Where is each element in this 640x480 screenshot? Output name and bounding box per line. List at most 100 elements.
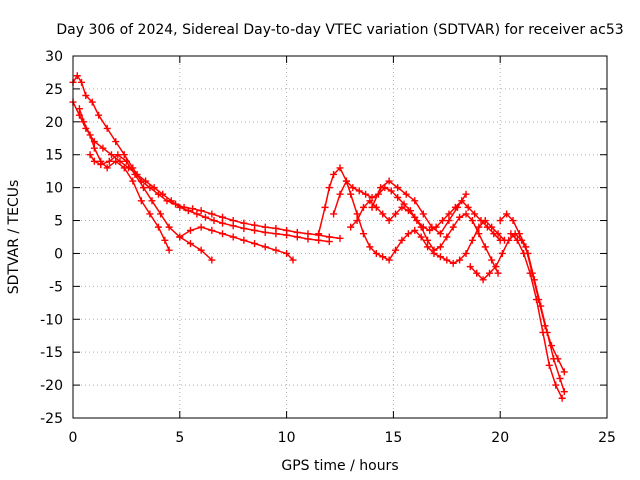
data-point [251, 240, 259, 248]
data-point [154, 223, 162, 231]
data-point [556, 375, 564, 383]
data-point [208, 256, 216, 264]
data-point [475, 223, 483, 231]
data-point [411, 226, 419, 234]
data-point [197, 207, 205, 215]
x-tick-label: 25 [598, 430, 616, 446]
data-point [165, 246, 173, 254]
data-point [330, 170, 338, 178]
data-point [315, 230, 323, 238]
data-point [522, 243, 530, 251]
data-point [507, 230, 515, 238]
data-point [293, 233, 301, 241]
data-point [157, 210, 165, 218]
data-point [197, 223, 205, 231]
data-point [88, 98, 96, 106]
data-point [186, 226, 194, 234]
data-point [75, 105, 83, 113]
data-point [430, 246, 438, 254]
data-point [533, 296, 541, 304]
data-point [272, 246, 280, 254]
data-point [436, 253, 444, 261]
data-point [86, 151, 94, 159]
data-point [503, 210, 511, 218]
data-point [554, 355, 562, 363]
data-point [229, 222, 237, 230]
data-point [176, 203, 184, 211]
y-tick-label: -15 [40, 345, 63, 361]
data-point [490, 230, 498, 238]
data-point [475, 230, 483, 238]
data-point [165, 223, 173, 231]
data-point [453, 203, 461, 211]
data-point [385, 256, 393, 264]
data-point [304, 235, 312, 243]
data-point [99, 144, 107, 152]
data-point [392, 210, 400, 218]
data-point [240, 236, 248, 244]
data-point [424, 243, 432, 251]
data-point [355, 187, 363, 195]
data-point [201, 213, 209, 221]
data-point [359, 203, 367, 211]
data-point [321, 203, 329, 211]
data-point [377, 184, 385, 192]
data-point [545, 361, 553, 369]
data-point [404, 207, 412, 215]
data-point [186, 240, 194, 248]
data-point [315, 236, 323, 244]
y-tick-label: 10 [45, 181, 63, 197]
data-point [394, 194, 402, 202]
y-tick-label: -25 [40, 411, 63, 427]
data-point [402, 190, 410, 198]
data-point [103, 124, 111, 132]
data-point [464, 203, 472, 211]
data-point [283, 231, 291, 239]
x-tick-label: 20 [491, 430, 509, 446]
data-point [520, 249, 528, 257]
data-point [150, 184, 158, 192]
data-point [486, 269, 494, 277]
data-point [462, 249, 470, 257]
x-axis-title: GPS time / hours [281, 458, 398, 474]
data-point [148, 197, 156, 205]
data-point [428, 223, 436, 231]
data-point [347, 190, 355, 198]
y-tick-label: -20 [40, 378, 63, 394]
data-point [336, 234, 344, 242]
plot-area [69, 72, 568, 402]
data-point [417, 223, 425, 231]
data-point [347, 223, 355, 231]
y-tick-label: 0 [54, 246, 63, 262]
data-point [492, 263, 500, 271]
data-point [411, 213, 419, 221]
y-tick-label: 30 [45, 49, 63, 65]
data-point [336, 164, 344, 172]
data-point [471, 210, 479, 218]
data-point [468, 236, 476, 244]
data-point [498, 249, 506, 257]
data-point [479, 276, 487, 284]
data-point [105, 157, 113, 165]
data-point [90, 157, 98, 165]
data-point [419, 210, 427, 218]
data-point [443, 256, 451, 264]
data-point [114, 151, 122, 159]
data-point [494, 269, 502, 277]
data-point [261, 243, 269, 251]
y-tick-label: 5 [54, 214, 63, 230]
data-point [392, 246, 400, 254]
y-tick-label: 20 [45, 115, 63, 131]
data-point [336, 190, 344, 198]
data-point [439, 217, 447, 225]
x-tick-label: 10 [278, 430, 296, 446]
data-point [219, 219, 227, 227]
data-point [82, 91, 90, 99]
data-point [466, 263, 474, 271]
x-tick-label: 0 [69, 430, 78, 446]
data-point [541, 322, 549, 330]
data-point [404, 230, 412, 238]
data-point [473, 269, 481, 277]
series-track-9 [368, 177, 470, 238]
